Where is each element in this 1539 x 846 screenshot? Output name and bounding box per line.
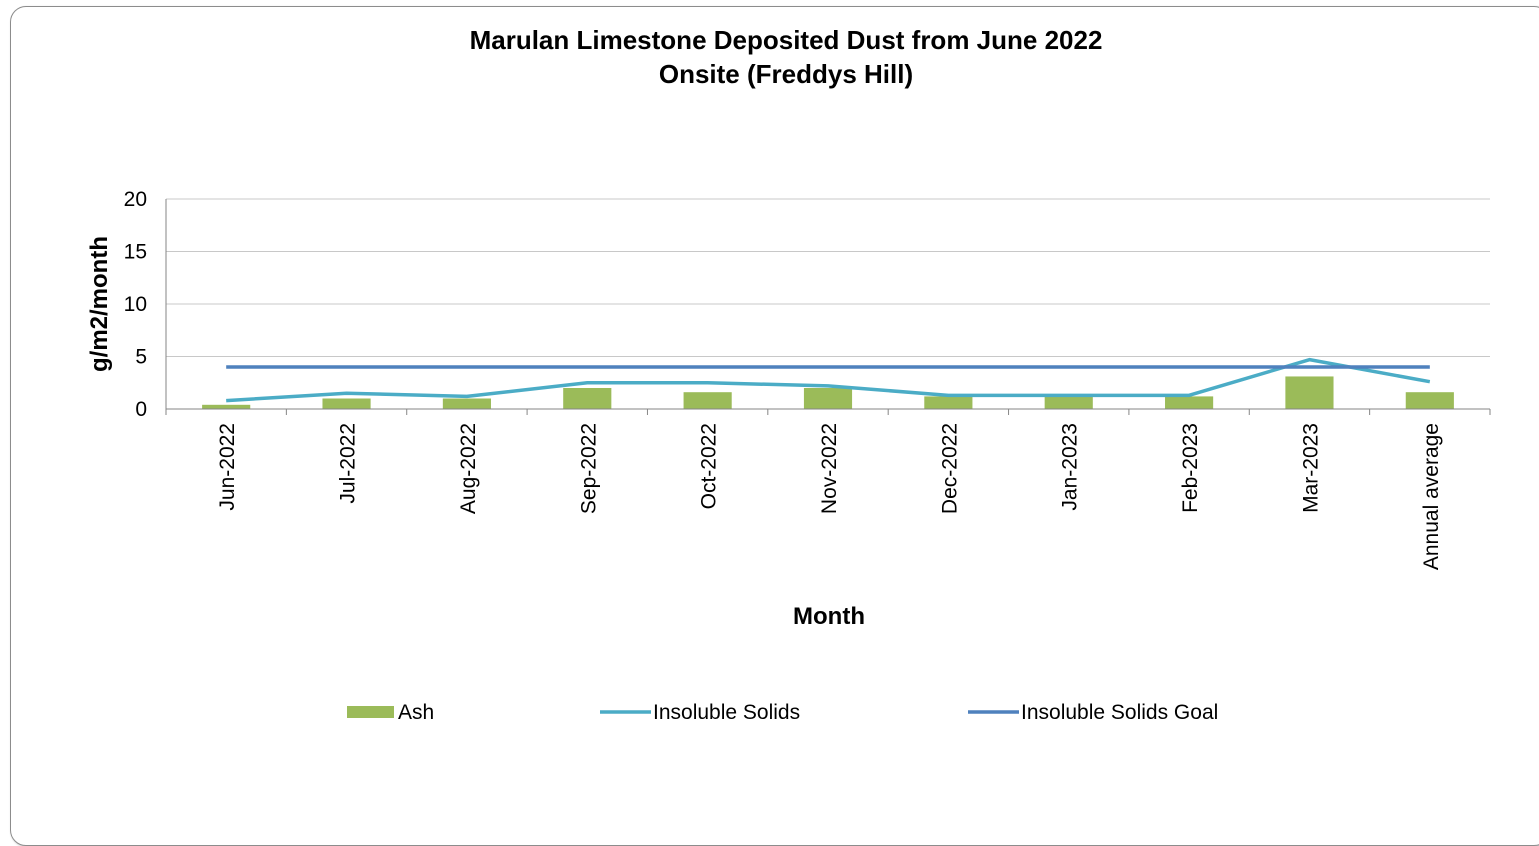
x-tick-label: Feb-2023 <box>1179 423 1202 513</box>
bar-ash <box>1165 396 1214 409</box>
x-tick-label: Sep-2022 <box>577 423 600 514</box>
series-line-insoluble-solids <box>226 357 1431 403</box>
bar-ash <box>563 388 612 409</box>
legend-swatch-ash <box>347 706 394 718</box>
y-tick-label: 10 <box>124 293 147 316</box>
x-axis-title: Month <box>793 603 865 630</box>
bar-ash <box>1044 396 1093 409</box>
x-tick-label: Mar-2023 <box>1299 423 1322 513</box>
bar-ash <box>924 396 973 409</box>
x-tick-label: Jun-2022 <box>216 423 239 511</box>
bars <box>202 376 1454 409</box>
bar-ash <box>1285 376 1334 409</box>
gridlines <box>166 198 1490 357</box>
x-tick-label: Jul-2022 <box>337 423 360 504</box>
y-tick-label: 0 <box>135 398 147 421</box>
chart-title: Marulan Limestone Deposited Dust from Ju… <box>470 25 1103 55</box>
bar-ash <box>442 398 491 409</box>
legend: Ash Insoluble Solids Insoluble Solids Goal <box>347 701 1218 724</box>
bar-ash <box>322 398 371 409</box>
axes: 0 5 10 15 20 Jun-2022 Jul-2022 Aug-2022 Sep-2022… <box>124 188 1491 570</box>
chart-frame <box>10 6 1539 846</box>
y-axis-title: g/m2/month <box>86 236 113 372</box>
x-tick-label: Annual average <box>1420 423 1443 570</box>
legend-label-ash: Ash <box>398 701 434 724</box>
bar-ash <box>1405 392 1454 409</box>
x-tick-label: Jan-2023 <box>1059 423 1082 511</box>
bar-ash <box>803 388 853 409</box>
legend-label-insoluble-solids: Insoluble Solids <box>653 701 800 724</box>
legend-label-insoluble-solids-goal: Insoluble Solids Goal <box>1021 701 1218 724</box>
chart-subtitle: Onsite (Freddys Hill) <box>659 59 913 89</box>
chart-canvas: Marulan Limestone Deposited Dust from Ju… <box>86 25 1491 724</box>
y-tick-label: 5 <box>135 346 147 369</box>
x-tick-label: Nov-2022 <box>818 423 841 514</box>
y-tick-label: 20 <box>124 188 147 211</box>
bar-ash <box>202 404 251 409</box>
lines <box>226 357 1431 403</box>
x-tick-label: Aug-2022 <box>457 423 480 514</box>
y-tick-label: 15 <box>124 241 147 264</box>
x-tick-label: Dec-2022 <box>938 423 961 514</box>
bar-ash <box>683 392 732 409</box>
x-tick-label: Oct-2022 <box>698 423 721 509</box>
